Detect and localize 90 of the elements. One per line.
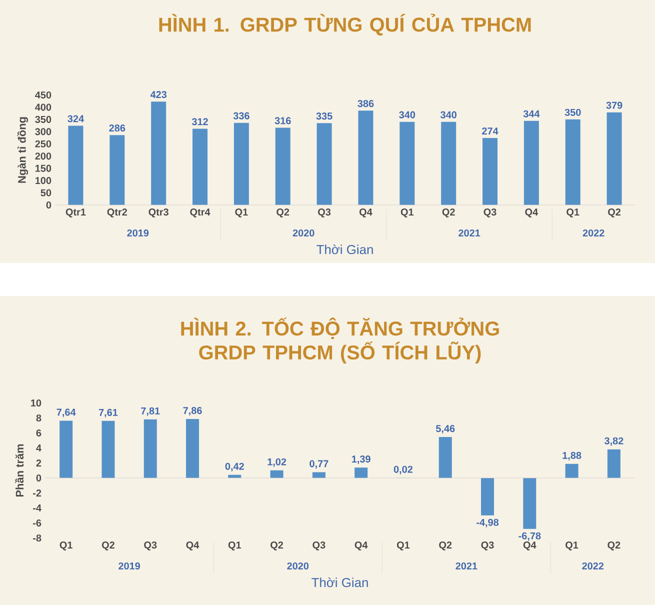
chart-title: HÌNH 2. TỐC ĐỘ TĂNG TRƯỞNG GRDP TPHCM (SỐ TÍCH LŨY) — [181, 318, 499, 364]
y-tick-label: 4 — [36, 444, 42, 452]
data-label: 1,02 — [268, 458, 286, 467]
text: 2020 — [292, 229, 314, 237]
data-label: 1,39 — [352, 456, 370, 464]
x-tick-label: Q2 — [102, 542, 114, 550]
y-tick-label: 250 — [35, 140, 52, 148]
text: 2019 — [118, 562, 140, 570]
data-label: 7,86 — [183, 407, 202, 416]
y-tick-label: 150 — [35, 164, 52, 172]
x-tick-label: Q3 — [481, 542, 494, 550]
data-label: 324 — [68, 115, 84, 122]
text: 2022 — [582, 229, 604, 237]
data-label: 274 — [482, 128, 498, 134]
data-label: 335 — [316, 112, 332, 120]
x-tick-label: Q2 — [270, 542, 284, 550]
y-tick-label: 8 — [36, 414, 42, 422]
x-tick-label: Q3 — [318, 208, 331, 218]
text: 2021 — [458, 229, 480, 237]
x-tick-label: Q1 — [566, 542, 578, 550]
text: 2020 — [287, 562, 309, 570]
y-axis-title: Ngàn tỉ đồng — [17, 117, 28, 183]
y-tick-label: 400 — [35, 104, 52, 111]
data-label: 423 — [150, 91, 167, 98]
x-tick-label: Q2 — [442, 208, 455, 218]
data-label: 7,61 — [98, 408, 118, 418]
y-tick-label: -8 — [33, 534, 42, 542]
y-tick-label: -6 — [33, 519, 42, 527]
x-tick-label: Q3 — [144, 542, 157, 550]
x-tick-label: Q1 — [566, 208, 580, 218]
y-tick-label: 350 — [35, 116, 52, 123]
x-tick-label: Q4 — [354, 542, 368, 550]
chart-title: HÌNH 1. GRDP TỪNG QUÍ CỦA TPHCM — [159, 14, 531, 36]
data-label: 344 — [523, 110, 540, 118]
y-tick-label: -4 — [33, 504, 42, 512]
y-tick-label: 450 — [35, 91, 52, 99]
x-axis-title: Thời Gian — [312, 578, 368, 588]
x-tick-label: Qtr2 — [107, 208, 127, 218]
data-label: 5,46 — [436, 425, 455, 434]
y-tick-label: 50 — [40, 189, 52, 196]
x-tick-label: Q4 — [359, 208, 372, 218]
x-tick-label: Q4 — [525, 208, 538, 218]
data-label: 316 — [274, 117, 291, 124]
y-tick-label: 300 — [35, 128, 52, 136]
data-label: 340 — [440, 111, 456, 118]
data-label: 340 — [399, 111, 416, 118]
data-label: 0,42 — [225, 462, 244, 472]
data-label: 0,02 — [394, 466, 413, 474]
y-tick-label: -2 — [33, 490, 42, 496]
x-tick-label: Qtr4 — [190, 208, 210, 218]
x-tick-label: Q1 — [396, 542, 410, 550]
x-tick-label: Qtr1 — [66, 208, 86, 218]
x-tick-label: Q2 — [608, 542, 620, 550]
x-axis-title: Thời Gian — [316, 244, 373, 254]
y-tick-label: 0 — [36, 474, 42, 482]
y-axis-title: Phần trăm — [15, 444, 24, 497]
data-label: 0,77 — [310, 460, 328, 469]
x-tick-label: Q1 — [228, 542, 242, 550]
y-tick-label: 6 — [36, 429, 42, 437]
text: 2022 — [582, 562, 604, 570]
x-tick-label: Q3 — [484, 208, 496, 218]
text: 2021 — [456, 562, 478, 570]
x-tick-label: Q1 — [235, 208, 248, 218]
y-tick-label: 200 — [35, 152, 52, 160]
data-label: 3,82 — [604, 437, 624, 446]
data-label: 7,81 — [141, 407, 160, 416]
data-label: 312 — [192, 118, 208, 126]
y-tick-label: 2 — [36, 460, 42, 466]
x-tick-label: Q3 — [312, 542, 326, 550]
data-label: 7,64 — [56, 408, 76, 418]
data-label: 336 — [233, 112, 250, 120]
data-label: 1,88 — [562, 452, 582, 460]
y-tick-label: 100 — [35, 177, 52, 184]
x-tick-label: Q2 — [276, 208, 290, 218]
y-tick-label: 0 — [46, 201, 52, 209]
y-tick-label: 10 — [31, 399, 42, 407]
data-label: 386 — [358, 100, 374, 108]
data-label: 286 — [109, 124, 126, 132]
x-tick-label: Q2 — [608, 208, 621, 218]
x-tick-label: Q1 — [400, 208, 414, 218]
data-label: -4,98 — [476, 518, 499, 528]
data-label: 350 — [564, 108, 581, 116]
x-tick-label: Q1 — [60, 542, 72, 550]
x-tick-label: Q4 — [186, 542, 200, 550]
data-label: -6,78 — [518, 532, 541, 541]
x-tick-label: Qtr3 — [148, 208, 168, 218]
x-tick-label: Q2 — [439, 542, 452, 550]
data-label: 379 — [606, 102, 622, 109]
text: 2019 — [127, 229, 149, 237]
x-tick-label: Q4 — [523, 542, 536, 550]
